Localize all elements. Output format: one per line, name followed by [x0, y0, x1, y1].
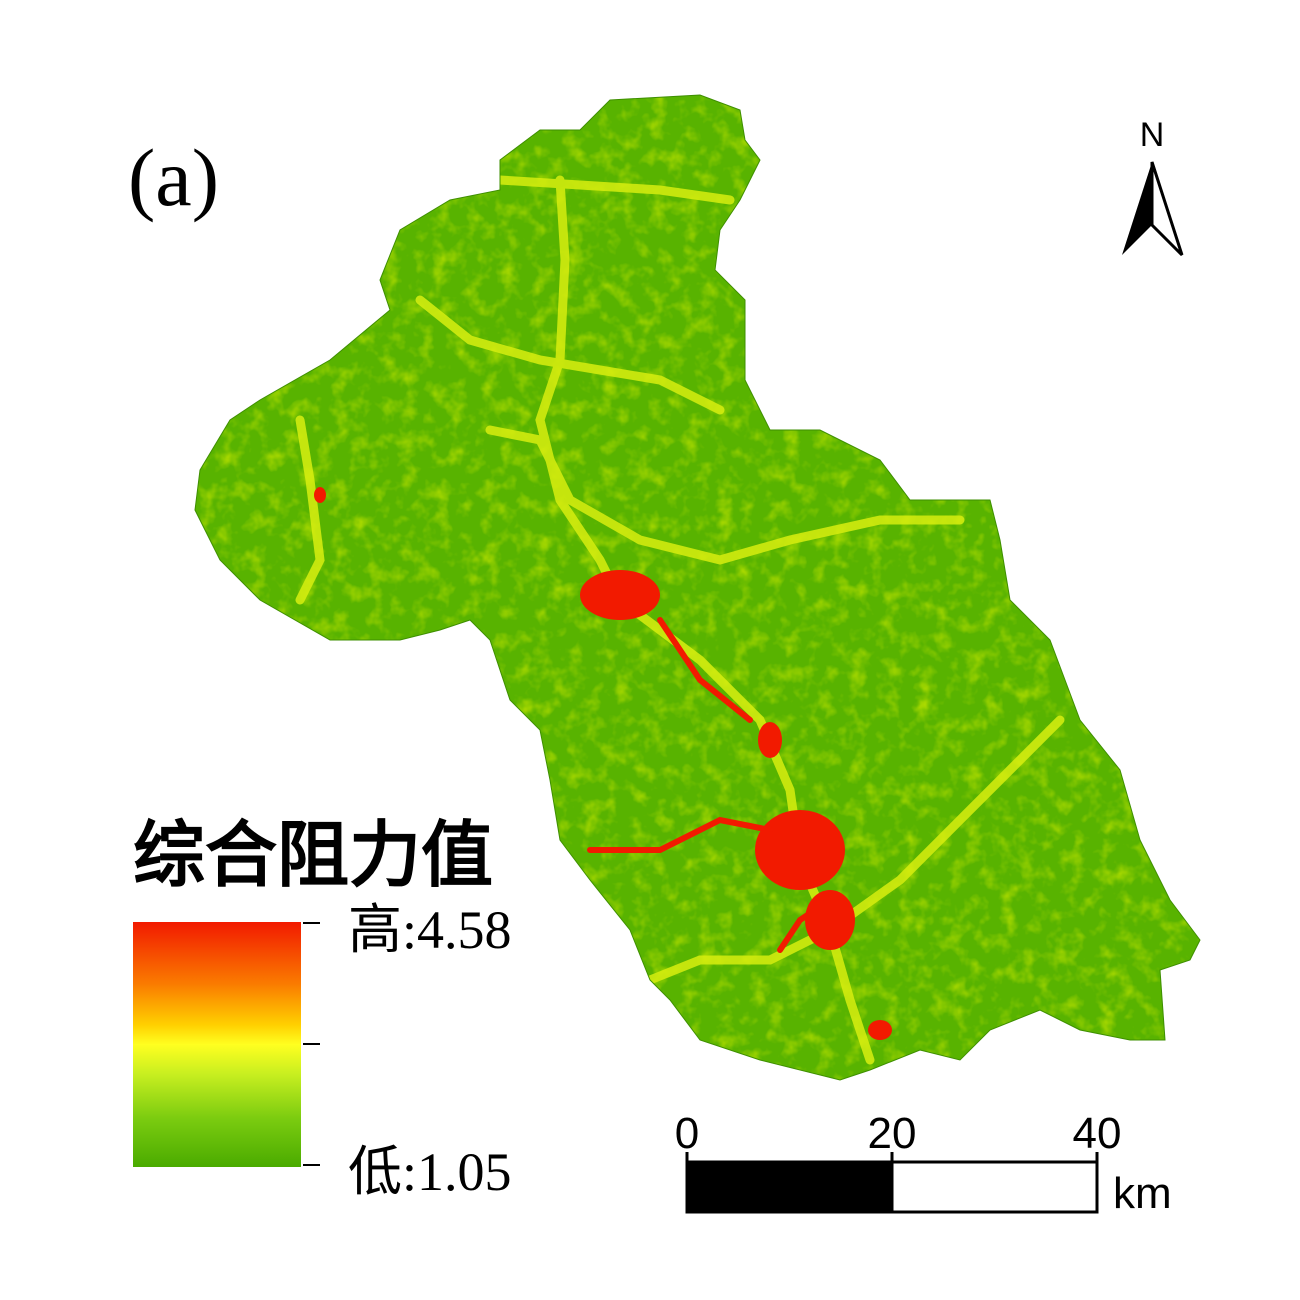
color-ramp	[133, 922, 301, 1167]
panel-label: (a)	[128, 132, 219, 223]
scale-tick-label: 20	[868, 1109, 917, 1158]
legend: 综合阻力值 高:4.58 低:1.05	[133, 816, 512, 1202]
arrow-right	[1150, 161, 1184, 257]
scale-unit: km	[1113, 1169, 1172, 1218]
urban-corridors	[587, 617, 833, 953]
legend-high: 高:4.58	[348, 900, 512, 960]
scale-tick-label: 0	[675, 1109, 699, 1158]
arrow-left	[1122, 162, 1152, 255]
raster	[195, 95, 1200, 1080]
texture	[195, 95, 1200, 1080]
corridors	[295, 175, 1065, 1065]
scale-segment	[890, 1160, 1099, 1214]
scale-bar: 0 20 40 km	[675, 1109, 1172, 1218]
scale-tick-label: 40	[1073, 1109, 1122, 1158]
north-arrow: N	[1122, 116, 1184, 257]
scale-segment	[685, 1160, 894, 1214]
legend-title: 综合阻力值	[133, 816, 493, 896]
legend-low: 低:1.05	[348, 1142, 512, 1202]
north-label: N	[1140, 116, 1165, 154]
